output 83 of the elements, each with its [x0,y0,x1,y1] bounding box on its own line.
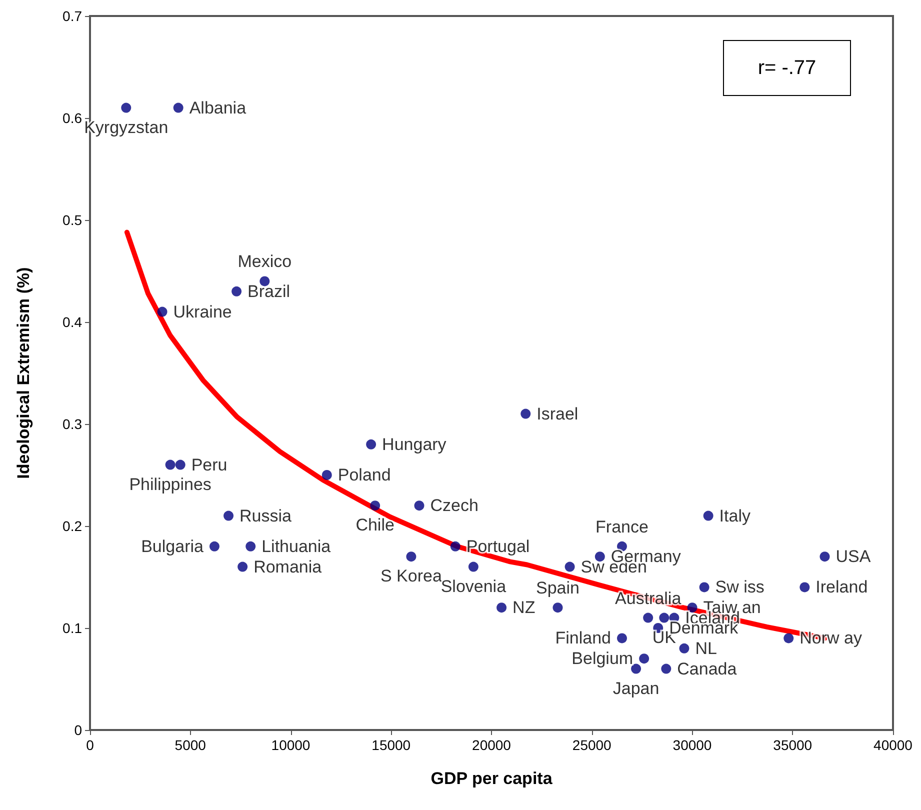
point [643,612,654,623]
y-tick-label: 0.7 [62,8,82,24]
x-tick-label: 10000 [271,737,310,753]
data-label: Bulgaria [141,536,204,556]
point [617,633,627,644]
x-tick-label: 0 [86,737,94,753]
data-label: Mexico [238,252,292,272]
point [238,562,248,572]
point [639,654,650,664]
data-label: Peru [191,455,228,474]
point [366,439,376,450]
data-label: Philippines [129,474,212,494]
point [659,612,670,623]
data-label: Belgium [572,649,634,668]
point [450,541,460,552]
data-label: USA [836,547,872,566]
point [246,541,256,552]
data-label: Brazil [248,282,290,301]
data-label: Japan [612,678,660,698]
data-label: Slovenia [440,576,507,596]
point [121,102,132,113]
data-label: Ukraine [173,302,232,322]
data-label: Albania [189,98,247,118]
data-label: Finland [555,628,611,648]
point [520,408,531,419]
point [820,552,830,562]
point [322,470,332,480]
x-tick-label: 35000 [773,737,812,753]
data-label: Spain [536,578,580,598]
point [564,562,575,572]
x-tick-label: 30000 [672,737,712,753]
point [165,460,176,470]
point [224,510,234,521]
point [552,602,563,613]
y-tick-label: 0.6 [62,110,82,126]
point [173,102,184,113]
point [232,286,242,296]
point [406,552,416,562]
data-label: Czech [430,496,478,516]
y-tick-label: 0.5 [62,212,82,228]
data-label: Lithuania [262,536,332,556]
x-tick-label: 40000 [874,737,913,753]
point [631,664,642,674]
point [661,664,672,674]
x-tick-label: 5000 [174,737,206,753]
data-label: S Korea [380,566,442,586]
y-tick-label: 0.1 [62,620,82,636]
x-tick-label: 25000 [572,737,612,753]
x-tick-label: 15000 [372,737,411,753]
y-tick-label: 0.4 [62,314,82,330]
data-label: Hungary [382,434,447,454]
data-label: Portugal [466,536,530,556]
point [703,510,714,521]
data-label: NZ [512,598,536,618]
y-axis-title: Ideological Extremism (%) [14,267,33,479]
data-label: Ireland [816,578,868,597]
y-tick-label: 0 [74,722,82,738]
x-axis-title: GDP per capita [430,769,553,788]
data-label: Italy [719,506,751,526]
point [468,562,478,572]
point [370,500,380,511]
point [679,643,690,654]
y-tick-label: 0.2 [62,518,82,534]
data-label: Sw iss [715,578,764,597]
point [414,500,424,511]
data-label: NL [695,638,717,658]
point [800,582,810,592]
point [157,306,168,317]
data-label: Chile [356,516,394,535]
point [699,582,710,592]
point [209,541,220,552]
data-label: Canada [677,659,738,678]
x-tick-label: 20000 [472,737,512,753]
point [175,460,186,470]
text-box: r= -.77 [723,40,851,96]
data-label: Romania [254,557,322,576]
y-tick-label: 0.3 [62,416,82,432]
data-label: Israel [536,404,578,424]
data-label: Poland [338,466,391,484]
data-label: France [596,517,648,536]
point [784,633,794,644]
data-label: Russia [240,506,292,526]
point [496,602,507,613]
